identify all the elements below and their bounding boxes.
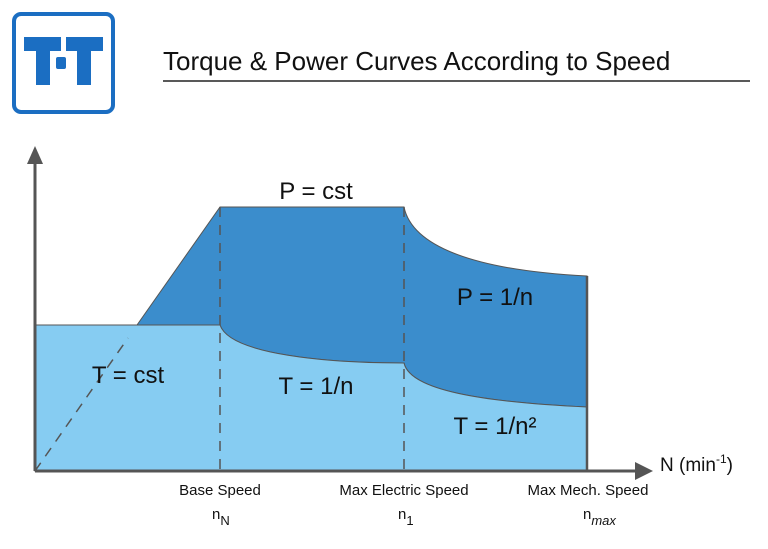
y-axis-arrow-icon bbox=[27, 146, 43, 164]
label-power-inv: P = 1/n bbox=[457, 284, 533, 311]
x-axis-arrow-icon bbox=[635, 462, 653, 480]
speed-label-base: Base Speed bbox=[179, 482, 261, 499]
speed-symbol-mech: nmax bbox=[583, 506, 616, 528]
ramp-dashed-line bbox=[34, 337, 129, 472]
page-title: Torque & Power Curves According to Speed bbox=[163, 46, 670, 76]
torque-area bbox=[34, 324, 588, 472]
label-torque-inv: T = 1/n bbox=[279, 373, 354, 400]
speed-label-electric: Max Electric Speed bbox=[339, 482, 468, 499]
label-torque-inv2: T = 1/n² bbox=[454, 413, 537, 440]
speed-symbol-base: nN bbox=[212, 506, 230, 528]
speed-label-mech: Max Mech. Speed bbox=[528, 482, 649, 499]
label-power-const: P = cst bbox=[279, 178, 353, 205]
logo bbox=[12, 12, 115, 114]
speed-symbol-electric: n1 bbox=[398, 506, 414, 528]
label-torque-const: T = cst bbox=[92, 362, 165, 389]
x-axis-label: N (min-1) bbox=[660, 452, 733, 476]
